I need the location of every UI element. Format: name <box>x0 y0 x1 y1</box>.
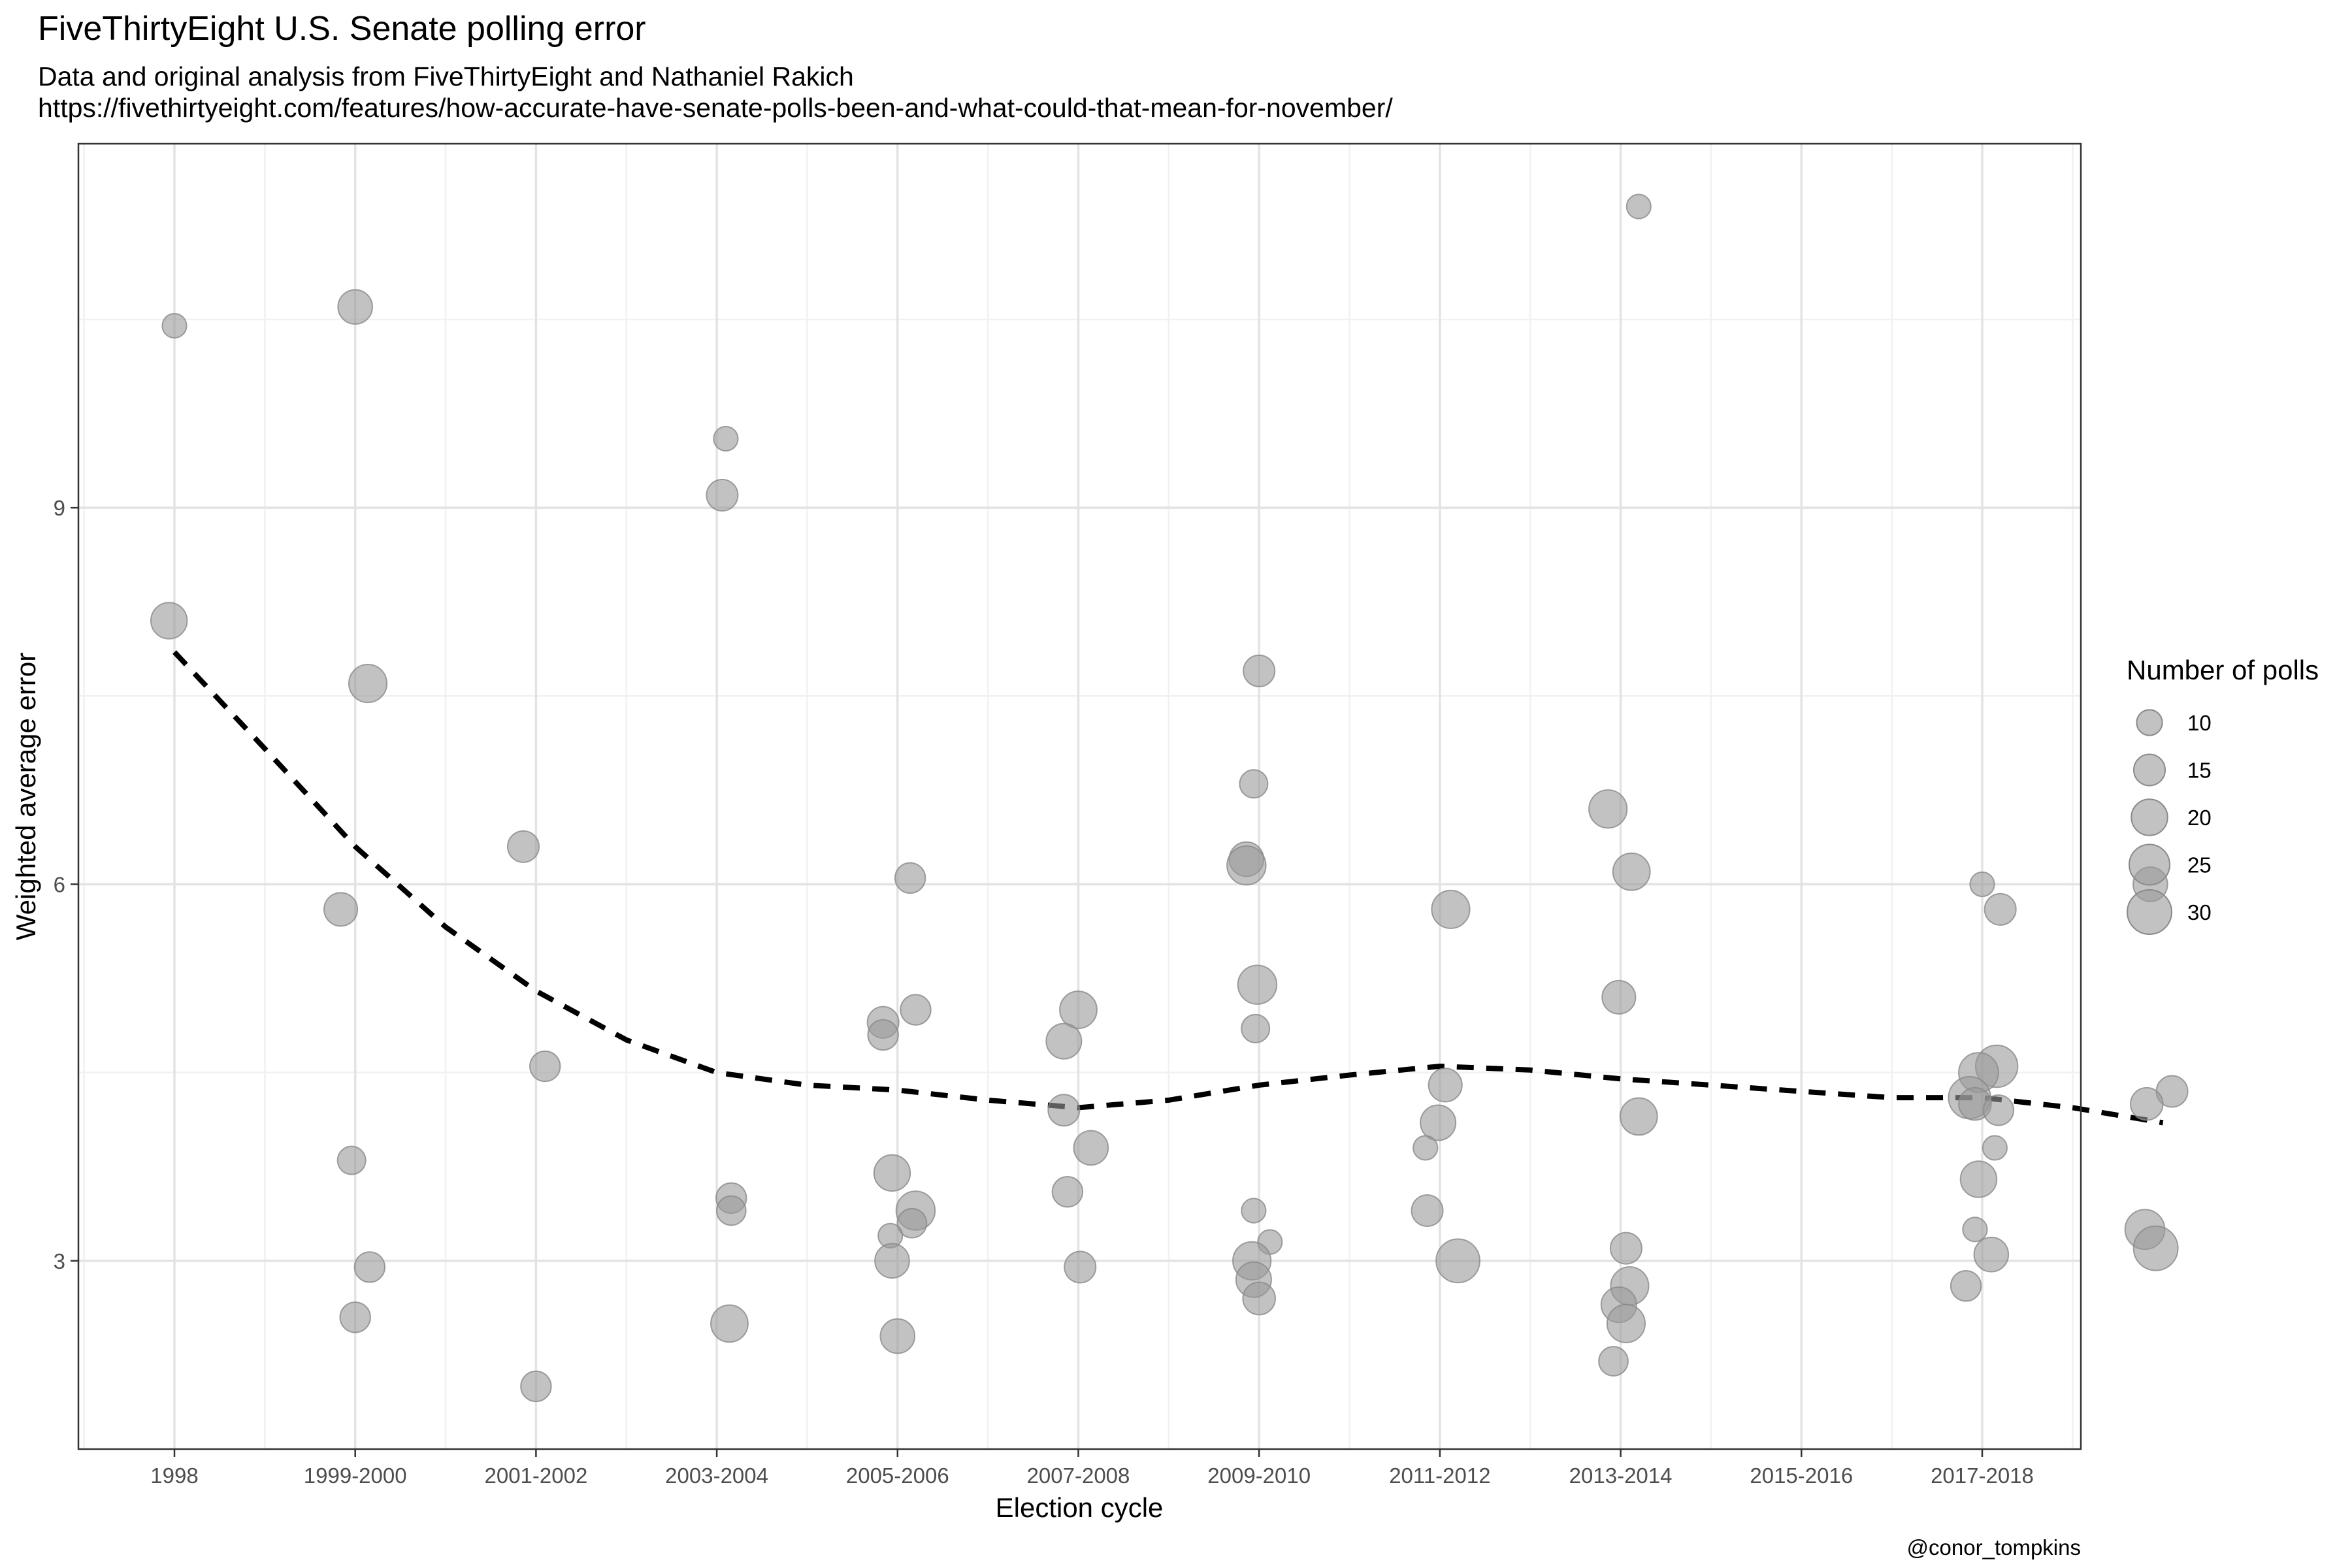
data-point <box>1047 1094 1081 1127</box>
data-point <box>1625 193 1652 220</box>
legend-key <box>2127 889 2172 935</box>
points-layer <box>150 193 2189 1403</box>
legend-label: 20 <box>2187 806 2212 830</box>
data-point <box>161 312 188 339</box>
data-point <box>1413 1135 1439 1161</box>
y-tick-label: 3 <box>54 1249 65 1273</box>
x-tick-label: 2013-2014 <box>1569 1463 1673 1488</box>
data-point <box>1420 1104 1457 1141</box>
data-point <box>529 1050 561 1083</box>
data-point <box>1619 1097 1658 1136</box>
data-point <box>1982 1135 2008 1161</box>
data-point <box>1612 852 1651 891</box>
data-point <box>1428 1068 1463 1103</box>
data-point <box>1051 1175 1084 1208</box>
data-point <box>1411 1194 1444 1227</box>
trend-line <box>172 650 2164 1126</box>
data-point <box>1984 892 2017 926</box>
x-tick-label: 2009-2010 <box>1207 1463 1311 1488</box>
plot-panel <box>78 144 2081 1449</box>
legend: Number of polls 10 15 20 25 30 <box>2127 655 2319 935</box>
legend-label: 10 <box>2187 711 2212 735</box>
data-point <box>1598 1346 1629 1377</box>
data-point <box>1237 964 1278 1005</box>
data-point <box>520 1370 552 1403</box>
x-tick-label: 2005-2006 <box>846 1463 949 1488</box>
data-point <box>1431 889 1471 929</box>
data-point <box>715 1195 747 1226</box>
x-tick-label: 2017-2018 <box>1931 1463 2034 1488</box>
chart-subtitle-url: https://fivethirtyeight.com/features/how… <box>38 93 1393 123</box>
data-point <box>2129 1086 2164 1121</box>
data-point <box>1962 1217 1988 1243</box>
x-tick-label: 2003-2004 <box>665 1463 768 1488</box>
data-point <box>1226 845 1267 886</box>
data-point <box>1606 1303 1646 1343</box>
data-point <box>1045 1022 1083 1060</box>
data-point <box>507 830 540 863</box>
data-point <box>348 664 388 704</box>
data-point <box>710 1304 749 1343</box>
data-point <box>336 1145 367 1175</box>
legend-label: 25 <box>2187 853 2212 877</box>
data-point <box>1609 1232 1642 1265</box>
data-point <box>1950 1270 1982 1302</box>
legend-label: 15 <box>2187 759 2212 783</box>
data-point <box>1601 979 1637 1015</box>
data-point <box>1073 1130 1109 1166</box>
data-point <box>879 1318 916 1354</box>
data-point <box>323 892 359 927</box>
chart-subtitle: Data and original analysis from FiveThir… <box>38 61 854 91</box>
data-point <box>713 425 739 452</box>
trend-layer <box>172 650 2164 1126</box>
x-axis: 1998 1999-2000 2001-2002 2003-2004 2005-2006… <box>150 1449 2034 1488</box>
data-point <box>1064 1250 1097 1284</box>
data-point <box>2132 1225 2179 1271</box>
y-tick-label: 9 <box>54 496 65 520</box>
data-point <box>1973 1236 2010 1273</box>
legend-title: Number of polls <box>2127 655 2319 685</box>
data-point <box>874 1243 910 1279</box>
legend-key <box>2132 753 2166 787</box>
data-point <box>1588 789 1628 829</box>
legend-key <box>2136 709 2163 736</box>
data-point <box>1059 990 1098 1030</box>
data-point <box>1959 1160 1998 1198</box>
x-tick-label: 2015-2016 <box>1750 1463 1853 1488</box>
data-point <box>1241 1013 1271 1043</box>
data-point <box>1241 1198 1267 1224</box>
data-point <box>1239 769 1269 799</box>
x-tick-label: 1999-2000 <box>304 1463 407 1488</box>
chart-caption: @conor_tompkins <box>1906 1535 2081 1560</box>
x-tick-label: 2011-2012 <box>1389 1463 1490 1488</box>
data-point <box>339 1301 371 1333</box>
data-point <box>1969 871 1995 898</box>
data-point <box>867 1019 899 1051</box>
data-point <box>706 478 739 512</box>
data-point <box>1982 1094 2015 1126</box>
x-axis-title: Election cycle <box>996 1492 1164 1523</box>
x-tick-label: 1998 <box>150 1463 198 1488</box>
x-tick-label: 2007-2008 <box>1027 1463 1130 1488</box>
y-axis: 3 6 9 <box>54 496 78 1273</box>
data-point <box>1242 1281 1276 1316</box>
data-point <box>900 994 932 1026</box>
data-point <box>150 602 188 640</box>
data-point <box>1435 1238 1480 1284</box>
chart-title: FiveThirtyEight U.S. Senate polling erro… <box>38 10 646 48</box>
data-point <box>1243 654 1276 687</box>
y-axis-title: Weighted average error <box>10 653 41 940</box>
x-tick-label: 2001-2002 <box>484 1463 587 1488</box>
legend-key <box>2129 843 2170 886</box>
data-point <box>873 1154 911 1192</box>
legend-key <box>2131 798 2168 836</box>
data-point <box>337 289 374 325</box>
plot-border <box>77 142 2082 1450</box>
data-point <box>894 862 926 894</box>
data-point <box>896 1207 928 1239</box>
legend-label: 30 <box>2187 900 2212 924</box>
data-point <box>353 1251 386 1283</box>
y-tick-label: 6 <box>54 872 65 896</box>
